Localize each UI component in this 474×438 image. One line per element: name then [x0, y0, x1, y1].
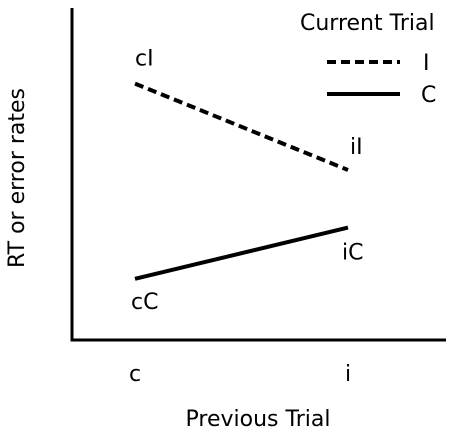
legend-label-C: C: [421, 83, 436, 108]
x-axis-label: Previous Trial: [186, 407, 331, 432]
point-label-iC: iC: [342, 241, 363, 266]
legend: Current Trial I C: [300, 11, 436, 108]
point-label-cI: cI: [135, 47, 154, 72]
series-line-incongruent: [134, 81, 349, 172]
legend-label-I: I: [423, 51, 430, 76]
x-tick-label-c: c: [129, 362, 141, 387]
point-label-cC: cC: [131, 290, 158, 315]
legend-title: Current Trial: [300, 11, 435, 36]
series-line-congruent: [134, 225, 349, 281]
y-axis-label: RT or error rates: [5, 88, 30, 268]
x-tick-label-i: i: [345, 362, 351, 387]
point-label-iI: iI: [350, 135, 363, 160]
